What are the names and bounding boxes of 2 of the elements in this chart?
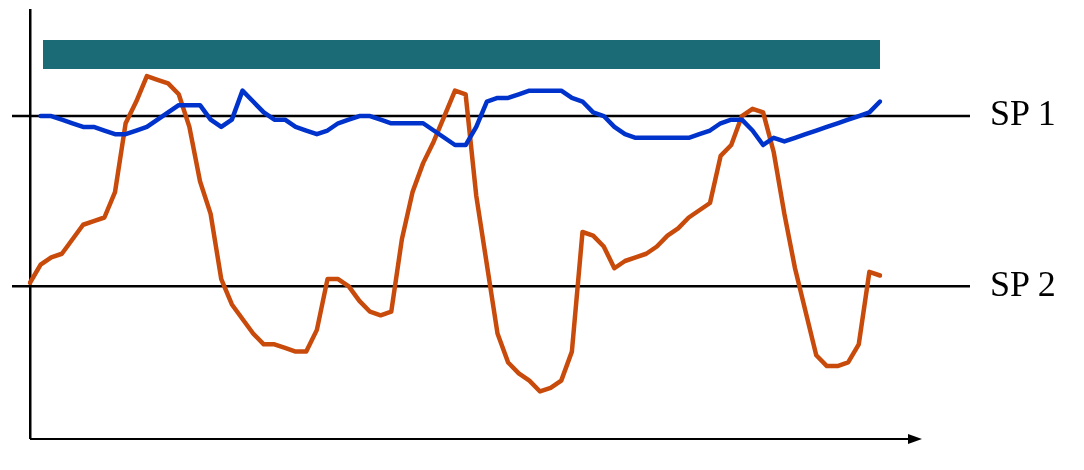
ref-line-label: SP 2 — [990, 263, 1056, 304]
ref-line-label: SP 1 — [990, 93, 1056, 134]
